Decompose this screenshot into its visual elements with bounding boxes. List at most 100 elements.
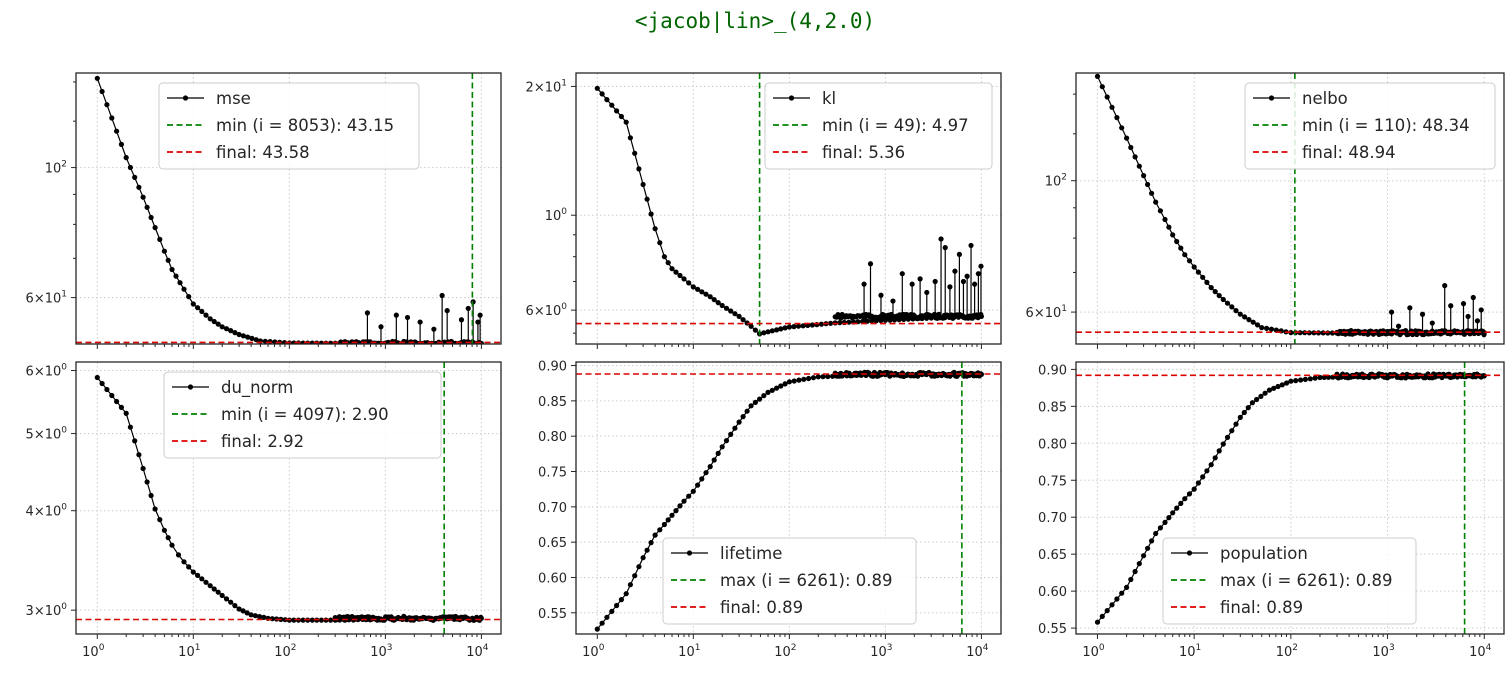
legend-marker	[187, 384, 194, 390]
data-point	[774, 385, 780, 391]
y-tick-label: 0.85	[1038, 400, 1067, 415]
data-point	[686, 280, 692, 286]
data-point	[245, 334, 251, 340]
data-point	[814, 322, 820, 328]
data-point	[609, 608, 615, 615]
spike-point	[861, 281, 867, 287]
data-point	[732, 311, 738, 317]
data-point	[599, 91, 605, 97]
data-point	[1124, 135, 1130, 141]
data-point	[1212, 455, 1218, 461]
data-point	[1174, 238, 1180, 245]
data-point	[1204, 468, 1210, 474]
data-point	[1182, 496, 1188, 502]
spike-point	[956, 251, 962, 257]
data-point	[719, 302, 725, 309]
legend-label: mse	[216, 89, 251, 108]
data-point	[94, 374, 100, 381]
y-tick-label: 102	[45, 160, 67, 177]
data-point	[109, 115, 115, 121]
data-point	[1246, 317, 1252, 323]
data-point	[1094, 619, 1101, 625]
data-point	[215, 589, 221, 595]
y-tick-label: 0.75	[1038, 474, 1067, 489]
spike-point	[477, 312, 483, 318]
y-tick-label: 4×100	[26, 503, 68, 520]
y-tick-label: 0.60	[1038, 585, 1067, 600]
y-tick-label: 2×101	[526, 78, 567, 95]
axes-frame	[75, 361, 502, 635]
data-point	[1178, 500, 1184, 506]
data-point	[786, 379, 793, 385]
y-tick-label: 0.55	[538, 607, 567, 622]
data-point	[1119, 590, 1125, 596]
data-point	[181, 559, 187, 565]
x-tick-label: 101	[678, 643, 700, 660]
data-point	[1162, 519, 1168, 526]
data-point	[104, 102, 110, 108]
axes-frame	[1075, 72, 1505, 345]
data-point	[594, 85, 600, 91]
subplot-bottom-left: 100 101 102 103 104 6×100 5×100 4×100 3×100 du_no…	[26, 361, 502, 660]
data-point	[207, 316, 213, 322]
legend-label: final: 0.89	[1220, 598, 1303, 617]
data-point	[223, 326, 230, 332]
data-point	[703, 470, 709, 476]
spike-point	[932, 278, 938, 285]
y-tick-label: 5×100	[26, 426, 68, 443]
data-point	[148, 492, 154, 499]
data-point	[661, 254, 668, 260]
data-point	[732, 425, 738, 431]
data-point	[791, 378, 797, 384]
data-point	[240, 333, 246, 339]
legend-marker	[1268, 95, 1275, 101]
spike-point	[968, 242, 974, 249]
data-point	[681, 276, 687, 282]
data-point	[207, 583, 213, 589]
data-point	[211, 586, 217, 592]
data-point	[795, 323, 802, 329]
legend-frame	[163, 371, 442, 459]
data-point	[132, 438, 138, 444]
spike-point	[1470, 294, 1476, 301]
data-point	[1166, 224, 1172, 230]
data-point	[652, 532, 658, 538]
data-point	[791, 324, 797, 330]
data-point	[1114, 596, 1120, 602]
data-point	[1136, 163, 1142, 169]
legend-label: max (i = 6261): 0.89	[1220, 571, 1393, 590]
data-point	[1208, 285, 1214, 291]
data-point	[806, 375, 812, 382]
x-tick-label: 103	[370, 643, 392, 660]
data-point	[752, 327, 759, 333]
spike-point	[458, 317, 465, 323]
x-tick-label: 103	[870, 643, 892, 660]
legend-label: min (i = 8053): 43.15	[216, 116, 394, 135]
data-point	[244, 610, 250, 616]
data-point	[1237, 311, 1243, 317]
y-tick-label: 0.60	[538, 571, 567, 586]
data-point	[1307, 376, 1313, 382]
data-point	[669, 512, 675, 518]
data-point	[769, 328, 775, 334]
data-point	[114, 128, 120, 134]
data-point	[1271, 385, 1277, 391]
data-point	[636, 166, 642, 172]
data-point	[1208, 462, 1214, 468]
data-point	[1481, 373, 1487, 379]
data-point	[644, 196, 650, 202]
data-point	[228, 599, 234, 605]
x-tick-label: 102	[774, 643, 796, 660]
spike-point	[975, 271, 981, 277]
axes-frame	[575, 72, 1002, 345]
data-point	[478, 614, 484, 620]
data-point	[1166, 515, 1172, 521]
data-point	[1264, 325, 1270, 331]
data-point	[810, 375, 817, 381]
data-point	[669, 266, 675, 272]
spike-point	[404, 314, 411, 321]
data-point	[199, 576, 205, 582]
data-point	[94, 75, 100, 81]
data-point	[215, 321, 221, 327]
data-point	[1329, 330, 1335, 336]
